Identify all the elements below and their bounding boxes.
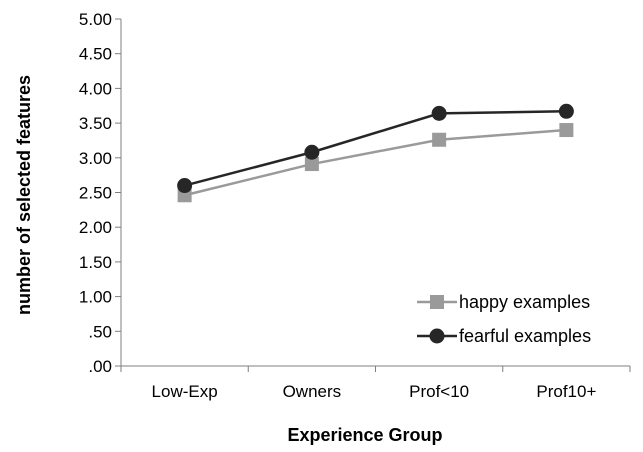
data-point [177,178,193,194]
y-tick-label: 2.00 [79,218,112,237]
data-point [432,132,447,147]
legend-item: happy examples [417,292,590,312]
y-tick-label: 1.50 [79,253,112,272]
x-axis-ticks: Low-Exp Owners Prof<10 Prof10+ [120,366,631,401]
y-tick-label: .00 [88,357,112,376]
series-line [184,110,567,187]
y-tick-label: 5.00 [79,10,112,29]
series-line [184,128,567,197]
data-point [304,144,320,160]
data-point [558,103,574,119]
x-tick-label: Low-Exp [152,382,218,401]
y-tick-label: 3.00 [79,149,112,168]
y-tick-label: 2.50 [79,184,112,203]
x-tick-label: Prof10+ [536,382,596,401]
y-axis-title: number of selected features [14,75,34,315]
legend-marker [429,328,445,344]
x-axis-title: Experience Group [287,425,442,445]
y-tick-label: 1.00 [79,288,112,307]
data-point [431,105,447,121]
data-point [304,157,319,172]
legend: happy examples fearful examples [417,292,591,346]
x-tick-label: Owners [283,382,342,401]
series-happy [177,123,574,203]
legend-item: fearful examples [417,326,591,346]
y-tick-label: 3.50 [79,114,112,133]
y-tick-label: 4.50 [79,45,112,64]
series-layer [177,103,574,203]
x-tick-label: Prof<10 [409,382,469,401]
data-point [559,123,574,138]
y-tick-label: 4.00 [79,79,112,98]
y-tick-label: .50 [88,322,112,341]
legend-label: fearful examples [459,326,591,346]
y-axis-ticks: 5.00 4.50 4.00 3.50 3.00 2.50 2.00 1.50 1.00 .50.… [79,10,121,376]
legend-label: happy examples [459,292,590,312]
legend-marker [430,295,444,309]
series-fearful [177,103,574,194]
